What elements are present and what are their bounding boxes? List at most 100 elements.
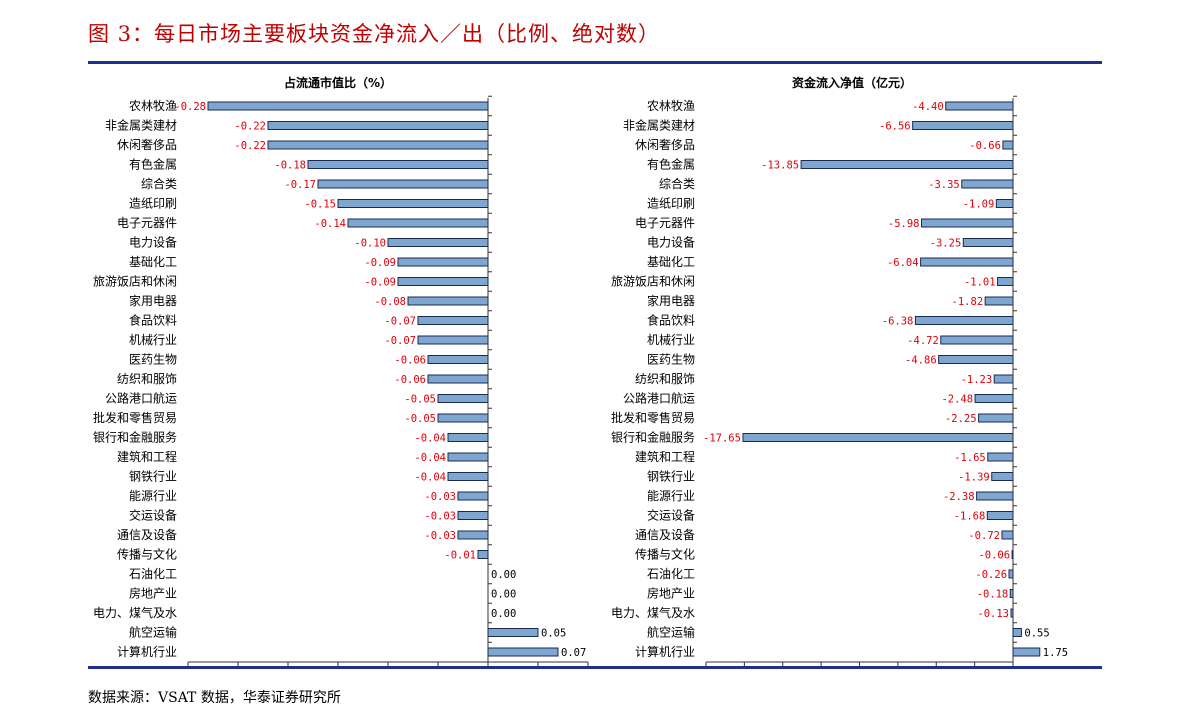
share-category-label: 有色金属 [129, 157, 177, 172]
netflow-bar [1009, 589, 1014, 598]
share-bar [407, 296, 489, 306]
share-category-label: 钢铁行业 [129, 470, 177, 484]
share-bar [477, 550, 489, 559]
share-value-label: -0.03 [424, 530, 456, 542]
share-bar [417, 316, 489, 325]
share-value-label: 0.00 [491, 608, 516, 620]
netflow-category-label: 家用电器 [647, 293, 695, 308]
share-category-label: 批发和零售贸易 [93, 410, 177, 425]
share-bar [487, 647, 559, 657]
netflow-category-label: 通信及设备 [635, 528, 695, 542]
share-value-label: -0.09 [364, 277, 396, 289]
netflow-bar [1012, 628, 1022, 637]
share-category-label: 纺织和服饰 [117, 372, 177, 386]
share-chart-title: 占流通市值比（%） [284, 75, 392, 90]
share-value-label: 0.07 [561, 647, 586, 659]
bottom-rule [88, 666, 1102, 669]
share-category-label: 石油化工 [129, 567, 177, 581]
share-bar [437, 394, 489, 403]
share-value-label: -0.22 [234, 140, 266, 152]
share-value-label: -0.07 [384, 316, 416, 328]
netflow-bar [742, 433, 1014, 442]
share-category-label: 基础化工 [129, 255, 177, 269]
netflow-category-label: 休闲奢侈品 [635, 138, 695, 152]
share-bar [347, 218, 489, 228]
share-value-label: -0.03 [424, 511, 456, 523]
share-category-label: 电力、煤气及水 [93, 605, 177, 620]
share-bar [457, 511, 489, 520]
netflow-bar [912, 121, 1014, 130]
share-value-label: -0.14 [314, 218, 346, 230]
netflow-category-label: 公路港口航运 [623, 391, 695, 406]
netflow-value-label: -6.56 [879, 121, 911, 133]
netflow-bar [1002, 140, 1014, 150]
netflow-value-label: 0.55 [1024, 628, 1049, 640]
share-value-label: -0.06 [394, 355, 426, 367]
netflow-bar [987, 452, 1014, 462]
netflow-bar [914, 316, 1014, 325]
netflow-bar [938, 355, 1014, 364]
netflow-value-label: -1.09 [963, 199, 995, 211]
netflow-value-label: -0.66 [969, 140, 1001, 152]
netflow-category-label: 机械行业 [647, 332, 695, 347]
share-value-label: -0.18 [274, 160, 306, 172]
netflow-category-label: 食品饮料 [647, 313, 695, 328]
share-bar [447, 452, 489, 462]
share-category-label: 电子元器件 [117, 216, 177, 230]
netflow-category-label: 房地产业 [647, 586, 695, 601]
netflow-category-label: 航空运输 [647, 625, 695, 640]
netflow-category-label: 传播与文化 [635, 547, 695, 562]
share-bar [487, 628, 539, 637]
netflow-bar [961, 179, 1014, 189]
netflow-value-label: -2.25 [945, 413, 977, 425]
share-value-label: -0.04 [414, 433, 446, 445]
netflow-value-label: -1.82 [952, 296, 984, 308]
netflow-category-label: 石油化工 [647, 567, 695, 581]
netflow-category-label: 造纸印刷 [647, 197, 695, 211]
netflow-category-label: 钢铁行业 [647, 470, 695, 484]
netflow-category-label: 电力、煤气及水 [611, 605, 695, 620]
netflow-bar [997, 277, 1014, 286]
top-rule [88, 61, 1102, 64]
figure-title: 图 3：每日市场主要板块资金净流入／出（比例、绝对数） [88, 22, 661, 46]
share-value-label: -0.04 [414, 452, 446, 464]
netflow-value-label: -2.48 [941, 394, 973, 406]
share-bar [447, 472, 489, 481]
share-bar [427, 355, 489, 364]
netflow-bar [1010, 608, 1014, 618]
netflow-bar [1011, 550, 1014, 559]
share-bar [397, 277, 489, 286]
netflow-bar [993, 374, 1014, 384]
share-category-label: 非金属类建材 [105, 118, 177, 133]
share-bar [417, 335, 489, 345]
share-category-label: 交运设备 [129, 508, 177, 523]
netflow-category-label: 综合类 [659, 176, 695, 191]
share-category-label: 综合类 [141, 176, 177, 191]
share-value-label: -0.15 [304, 199, 336, 211]
share-category-label: 电力设备 [129, 236, 177, 250]
share-category-label: 食品饮料 [129, 313, 177, 328]
share-value-label: 0.05 [541, 628, 566, 640]
netflow-bar [945, 101, 1014, 111]
netflow-value-label: -6.04 [887, 257, 919, 269]
share-value-label: -0.17 [284, 179, 316, 191]
netflow-bar [1001, 530, 1014, 540]
share-bar [447, 433, 489, 442]
share-value-label: -0.10 [354, 238, 386, 250]
netflow-category-label: 电子元器件 [635, 216, 695, 230]
netflow-chart-title: 资金流入净值（亿元） [792, 75, 912, 90]
share-bar [267, 140, 489, 150]
netflow-category-label: 有色金属 [647, 157, 695, 172]
share-bar [267, 121, 489, 130]
share-bar [317, 179, 489, 189]
share-category-label: 航空运输 [129, 625, 177, 640]
netflow-value-label: -17.65 [703, 433, 741, 445]
netflow-value-label: -5.98 [888, 218, 920, 230]
netflow-bar [1012, 647, 1041, 657]
share-category-label: 通信及设备 [117, 528, 177, 542]
netflow-value-label: -1.65 [954, 452, 986, 464]
share-category-label: 传播与文化 [117, 547, 177, 562]
netflow-bar [920, 257, 1014, 267]
netflow-category-label: 计算机行业 [635, 644, 695, 659]
